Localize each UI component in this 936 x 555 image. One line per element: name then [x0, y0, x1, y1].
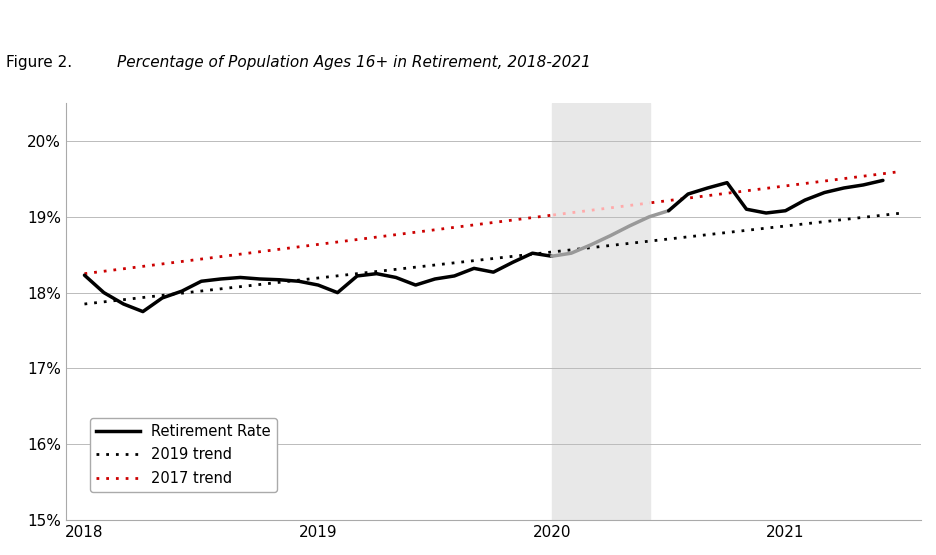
Legend: Retirement Rate, 2019 trend, 2017 trend: Retirement Rate, 2019 trend, 2017 trend — [90, 418, 277, 492]
Bar — [552, 103, 650, 520]
Text: Figure 2.: Figure 2. — [6, 55, 77, 70]
Text: Percentage of Population Ages 16+ in Retirement, 2018-2021: Percentage of Population Ages 16+ in Ret… — [117, 55, 591, 70]
